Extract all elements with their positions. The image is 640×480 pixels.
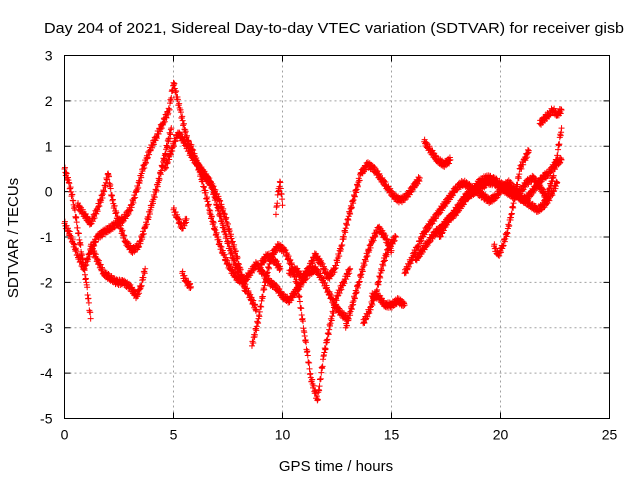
data-points: [61, 79, 565, 404]
series-track-21: [536, 105, 565, 128]
series-track-2: [61, 164, 94, 322]
grid: [64, 55, 610, 419]
series-track-3: [74, 125, 175, 256]
y-tick-label: 3: [45, 48, 53, 64]
x-tick-label: 10: [275, 427, 291, 443]
series-track-8: [187, 141, 351, 323]
x-tick-label: 20: [493, 427, 509, 443]
y-tick-label: 0: [45, 184, 53, 200]
x-tick-label: 5: [170, 427, 178, 443]
series-track-14: [360, 232, 399, 327]
plot-frame: [64, 55, 610, 419]
data-point-markers: [272, 178, 286, 218]
y-tick-label: 1: [45, 138, 53, 154]
series-track-22: [541, 125, 565, 204]
x-tick-label: 15: [384, 427, 400, 443]
data-point-markers: [368, 290, 408, 311]
series-track-18: [421, 136, 454, 170]
data-point-markers: [401, 155, 565, 277]
x-tick-label: 0: [61, 427, 69, 443]
series-track-6: [170, 204, 190, 232]
series-track-19: [436, 172, 561, 240]
data-point-markers: [248, 240, 354, 404]
series-track-16: [401, 155, 565, 277]
x-axis-title: GPS time / hours: [279, 458, 393, 475]
axis-ticks: 0 5 10 15 20 25 -5 -4 -3 -2 -1 0 1 2 3: [40, 48, 617, 443]
series-track-9: [248, 240, 354, 404]
data-point-markers: [541, 125, 565, 204]
series-track-12: [286, 159, 423, 283]
data-point-markers: [187, 141, 351, 323]
y-tick-label: -5: [40, 411, 53, 427]
data-point-markers: [421, 136, 454, 170]
y-tick-label: -4: [40, 365, 53, 381]
y-tick-label: -3: [40, 320, 53, 336]
data-point-markers: [74, 125, 175, 256]
series-track-13: [342, 223, 395, 331]
data-point-markers: [257, 250, 284, 273]
data-point-markers: [61, 164, 94, 322]
y-axis-title: SDTVAR / TECUs: [5, 178, 22, 298]
data-point-markers: [170, 204, 190, 232]
y-tick-label: -1: [40, 229, 53, 245]
data-point-markers: [360, 232, 399, 327]
data-point-markers: [87, 241, 149, 302]
y-tick-label: 2: [45, 93, 53, 109]
data-point-markers: [490, 146, 532, 259]
series-track-10: [257, 250, 284, 273]
chart-title: Day 204 of 2021, Sidereal Day-to-day VTE…: [44, 20, 624, 37]
series-track-20: [490, 146, 532, 259]
data-point-markers: [536, 105, 565, 128]
series-track-11: [272, 178, 286, 218]
y-tick-label: -2: [40, 274, 53, 290]
series-track-15: [368, 290, 408, 311]
data-point-markers: [179, 268, 194, 291]
x-tick-label: 25: [602, 427, 618, 443]
data-point-markers: [436, 172, 561, 240]
data-point-markers: [342, 223, 395, 331]
data-point-markers: [286, 159, 423, 283]
series-track-7: [179, 268, 194, 291]
series-track-4: [87, 241, 149, 302]
